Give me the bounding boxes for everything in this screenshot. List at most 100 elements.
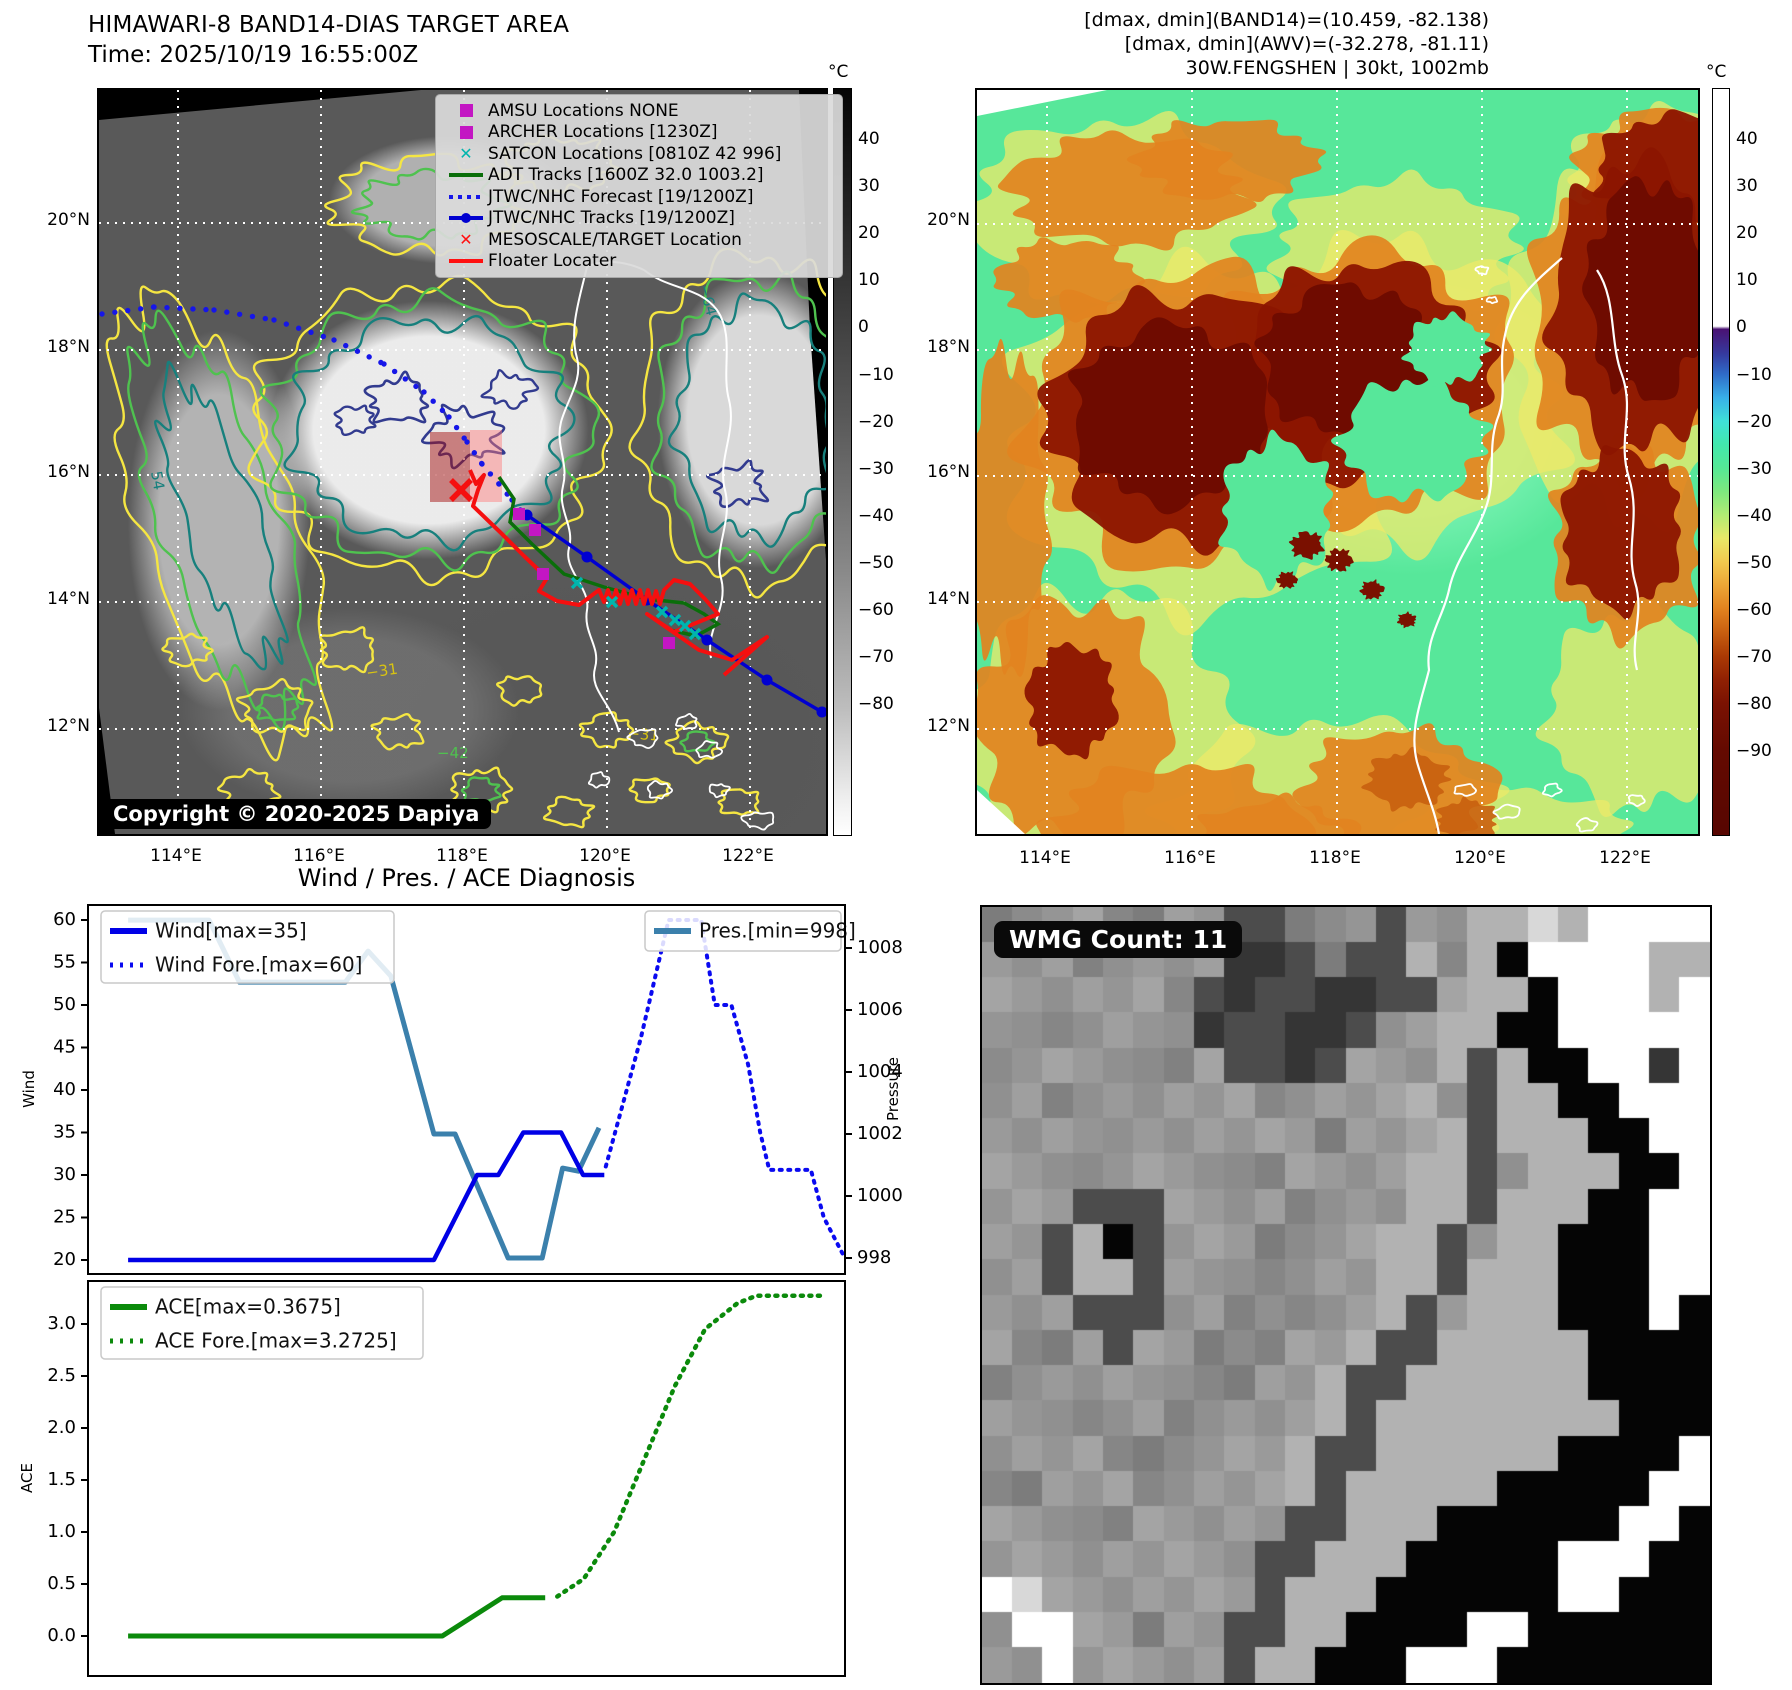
series-Wind Fore.[max=60] <box>603 918 847 1261</box>
legend-item-label: AMSU Locations NONE <box>488 100 679 121</box>
awv-lon-label: 118°E <box>1309 848 1361 868</box>
pressure-tick-label: 1000 <box>857 1185 903 1206</box>
legend-item: ADT Tracks [1600Z 32.0 1003.2] <box>444 165 834 187</box>
line-legend-icon <box>444 259 488 264</box>
awv-colorbar-tick: −10 <box>1736 364 1772 385</box>
awv-lat-label: 12°N <box>927 716 970 736</box>
square-legend-icon <box>444 104 488 118</box>
pressure-tick-label: 1006 <box>857 999 903 1020</box>
awv-satellite-map <box>975 88 1700 836</box>
wmg-panel: WMG Count: 11 <box>980 905 1712 1685</box>
legend-item: JTWC/NHC Forecast [19/1200Z] <box>444 186 834 208</box>
legend-item: JTWC/NHC Tracks [19/1200Z] <box>444 208 834 230</box>
info-line-storm: 30W.FENGSHEN | 30kt, 1002mb <box>1185 57 1489 79</box>
pressure-tick-label: 1008 <box>857 937 903 958</box>
wind-tick-label: 60 <box>53 909 76 930</box>
pressure-tick-label: 1004 <box>857 1061 903 1082</box>
storm-info-block: [dmax, dmin](BAND14)=(10.459, -82.138) [… <box>900 8 1489 80</box>
awv-colorbar-tick: −60 <box>1736 600 1772 620</box>
legend-item: AMSU Locations NONE <box>444 100 834 122</box>
series-ACE Fore.[max=3.2725] <box>555 1293 829 1599</box>
band14-lon-label: 122°E <box>722 846 774 866</box>
copyright-label: Copyright © 2020-2025 Dapiya <box>101 799 492 829</box>
map-legend: AMSU Locations NONE ARCHER Locations [123… <box>435 94 843 278</box>
legend-item: Floater Locater <box>444 251 834 273</box>
band14-colorbar-tick: −80 <box>858 694 894 715</box>
svg-text:−31: −31 <box>365 660 399 682</box>
band14-lon-label: 118°E <box>436 846 488 866</box>
band14-colorbar-tick: 20 <box>858 223 880 244</box>
wmg-count-label: WMG Count: 11 <box>994 921 1243 958</box>
awv-lat-label: 18°N <box>927 337 970 357</box>
awv-colorbar-tick: 40 <box>1736 129 1758 149</box>
band14-title: HIMAWARI-8 BAND14-DIAS TARGET AREA <box>88 12 570 38</box>
awv-colorbar-tick: −90 <box>1736 741 1772 762</box>
awv-colorbar-tick: 0 <box>1736 317 1747 338</box>
legend-item: ✕ SATCON Locations [0810Z 42 996] <box>444 143 834 165</box>
band14-lat-label: 12°N <box>47 716 90 736</box>
band14-lon-label: 120°E <box>579 846 631 866</box>
legend-item-label: MESOSCALE/TARGET Location <box>488 229 742 250</box>
chart-legend-label: ACE Fore.[max=3.2725] <box>155 1329 397 1353</box>
awv-lon-label: 116°E <box>1164 848 1216 868</box>
awv-colorbar-tick: −40 <box>1736 505 1772 526</box>
band14-colorbar-tick: −30 <box>858 458 894 479</box>
ace-tick-label: 1.5 <box>47 1469 76 1490</box>
awv-colorbar-tick: −50 <box>1736 552 1772 573</box>
legend-item-label: Floater Locater <box>488 251 617 272</box>
awv-lon-label: 114°E <box>1019 848 1071 868</box>
band14-lat-label: 18°N <box>47 337 90 357</box>
pressure-tick-label: 1002 <box>857 1123 903 1144</box>
ace-tick-label: 1.0 <box>47 1521 76 1542</box>
band14-colorbar-tick: −70 <box>858 647 894 668</box>
awv-lat-label: 14°N <box>927 589 970 609</box>
legend-item-label: ARCHER Locations [1230Z] <box>488 122 718 143</box>
pressure-axis-title: Pressure <box>884 1057 902 1121</box>
chart-legend-label: Pres.[min=998] <box>699 919 856 943</box>
band14-colorbar-unit: °C <box>828 62 849 82</box>
wind-pres-ace-charts: Wind[max=35] Wind Fore.[max=60] Pres.[min=… <box>18 904 903 1677</box>
band14-colorbar-tick: −40 <box>858 505 894 526</box>
pressure-tick-label: 998 <box>857 1247 891 1268</box>
awv-lon-label: 120°E <box>1454 848 1506 868</box>
awv-colorbar-unit: °C <box>1706 62 1727 82</box>
band14-lat-label: 20°N <box>47 210 90 230</box>
awv-colorbar-tick: 20 <box>1736 223 1758 244</box>
wmg-pixel-image <box>982 907 1710 1683</box>
line-dot-legend-icon <box>444 213 488 224</box>
dotted-legend-icon <box>444 194 488 199</box>
wind-tick-label: 20 <box>53 1249 76 1270</box>
svg-text:−42: −42 <box>437 744 469 762</box>
band14-colorbar-tick: 0 <box>858 317 869 338</box>
ace-tick-label: 0.5 <box>47 1573 76 1594</box>
band14-lat-label: 16°N <box>47 462 90 482</box>
ace-tick-label: 2.0 <box>47 1417 76 1438</box>
line-legend-icon <box>444 173 488 178</box>
chart-legend-label: ACE[max=0.3675] <box>155 1295 341 1319</box>
wind-tick-label: 55 <box>53 952 76 973</box>
wind-axis-title: Wind <box>20 1070 38 1108</box>
wind-tick-label: 50 <box>53 994 76 1015</box>
awv-colorbar-tick: −70 <box>1736 647 1772 668</box>
wind-tick-label: 30 <box>53 1164 76 1185</box>
legend-item-label: SATCON Locations [0810Z 42 996] <box>488 143 782 164</box>
legend-item-label: JTWC/NHC Tracks [19/1200Z] <box>488 208 735 229</box>
diagnosis-title: Wind / Pres. / ACE Diagnosis <box>297 864 636 892</box>
awv-colorbar-tick: 10 <box>1736 270 1758 291</box>
ace-tick-label: 0.0 <box>47 1625 76 1646</box>
svg-text:54: 54 <box>147 470 168 492</box>
wind-tick-label: 25 <box>53 1207 76 1228</box>
band14-colorbar-tick: −10 <box>858 364 894 385</box>
awv-colorbar-tick: −30 <box>1736 458 1772 479</box>
awv-lat-label: 20°N <box>927 210 970 230</box>
awv-lat-label: 16°N <box>927 462 970 482</box>
awv-colorbar-tick: 30 <box>1736 176 1758 197</box>
ace-axis-title: ACE <box>18 1463 36 1493</box>
wind-tick-label: 35 <box>53 1122 76 1143</box>
band14-lon-label: 114°E <box>150 846 202 866</box>
info-line-band14: [dmax, dmin](BAND14)=(10.459, -82.138) <box>1084 9 1489 31</box>
ace-tick-label: 2.5 <box>47 1365 76 1386</box>
awv-lon-label: 122°E <box>1599 848 1651 868</box>
legend-item-label: JTWC/NHC Forecast [19/1200Z] <box>488 186 754 207</box>
